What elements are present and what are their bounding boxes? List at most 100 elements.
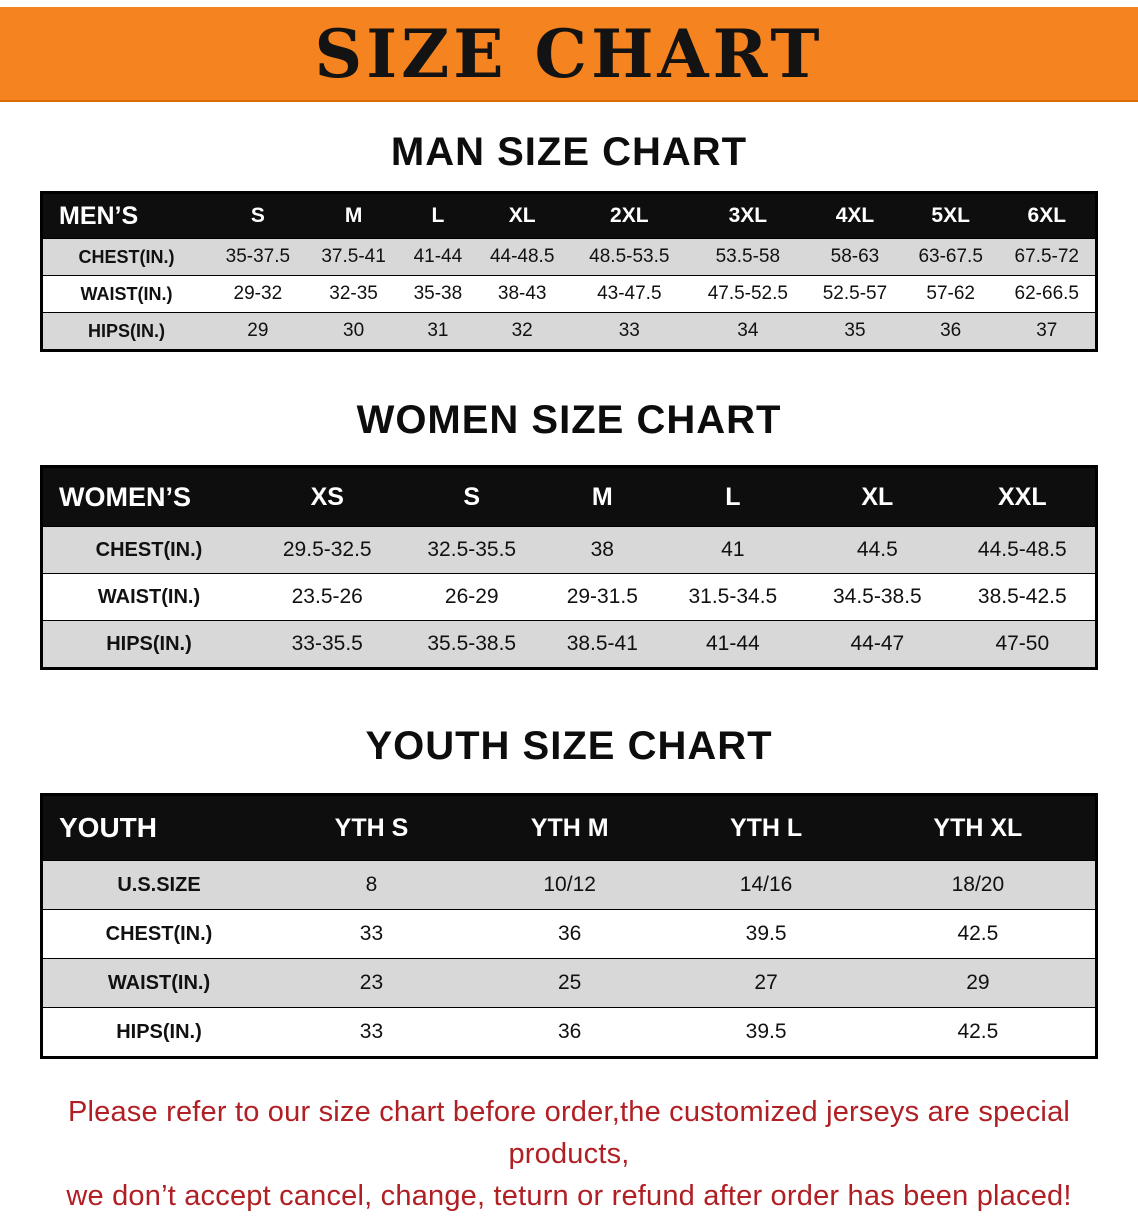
value-cell: 10/12: [467, 860, 672, 910]
value-cell: 23: [275, 958, 468, 1008]
value-cell: 63-67.5: [902, 238, 999, 276]
value-cell: 38.5-41: [544, 620, 661, 669]
value-cell: 57-62: [902, 275, 999, 313]
value-cell: 36: [467, 909, 672, 959]
value-cell: 29-31.5: [544, 573, 661, 621]
value-cell: 67.5-72: [998, 238, 1097, 276]
value-cell: 32.5-35.5: [399, 526, 544, 574]
table-corner-label: WOMEN’S: [41, 466, 255, 527]
value-cell: 44-47: [805, 620, 950, 669]
size-column-header: YTH XL: [860, 794, 1097, 861]
value-cell: 14/16: [671, 860, 861, 910]
header-row: YOUTH YTH S YTH M YTH L YTH XL: [41, 794, 1097, 861]
value-cell: 33: [275, 909, 468, 959]
value-cell: 53.5-58: [688, 238, 808, 276]
measurement-row: WAIST(IN.) 23.5-26 26-29 29-31.5 31.5-34.5 34…: [41, 573, 1097, 621]
value-cell: 44.5-48.5: [949, 526, 1097, 574]
size-column-header: XL: [805, 466, 950, 527]
size-column-header: S: [210, 192, 306, 239]
youth-size-table: YOUTH YTH S YTH M YTH L YTH XL U.S.SIZE 8 10/12…: [40, 793, 1098, 1059]
size-column-header: YTH S: [275, 794, 468, 861]
value-cell: 39.5: [671, 909, 861, 959]
value-cell: 41: [660, 526, 806, 574]
value-cell: 47.5-52.5: [688, 275, 808, 313]
table-corner-label: YOUTH: [41, 794, 275, 861]
size-column-header: L: [660, 466, 806, 527]
header-row: WOMEN’S XS S M L XL XXL: [41, 466, 1097, 527]
value-cell: 58-63: [807, 238, 903, 276]
row-label: CHEST(IN.): [41, 238, 210, 276]
value-cell: 29.5-32.5: [255, 526, 400, 574]
women-section-heading: WOMEN SIZE CHART: [356, 398, 782, 442]
value-cell: 34.5-38.5: [805, 573, 950, 621]
size-column-header: 4XL: [807, 192, 903, 239]
value-cell: 29: [210, 312, 306, 351]
value-cell: 23.5-26: [255, 573, 400, 621]
value-cell: 38.5-42.5: [949, 573, 1097, 621]
measurement-row: WAIST(IN.) 29-32 32-35 35-38 38-43 43-47.5 47.…: [41, 275, 1097, 313]
value-cell: 35-37.5: [210, 238, 306, 276]
youth-section-heading: YOUTH SIZE CHART: [365, 724, 773, 768]
row-label: CHEST(IN.): [41, 526, 255, 574]
value-cell: 36: [467, 1007, 672, 1058]
size-column-header: S: [399, 466, 544, 527]
value-cell: 37: [998, 312, 1097, 351]
measurement-row: CHEST(IN.) 29.5-32.5 32.5-35.5 38 41 44.5 44.5…: [41, 526, 1097, 574]
size-column-header: 5XL: [902, 192, 999, 239]
value-cell: 36: [902, 312, 999, 351]
value-cell: 52.5-57: [807, 275, 903, 313]
value-cell: 32-35: [305, 275, 402, 313]
value-cell: 37.5-41: [305, 238, 402, 276]
value-cell: 26-29: [399, 573, 544, 621]
row-label: HIPS(IN.): [41, 1007, 275, 1058]
value-cell: 48.5-53.5: [570, 238, 689, 276]
size-column-header: M: [544, 466, 661, 527]
value-cell: 34: [688, 312, 808, 351]
banner-title: SIZE CHART: [314, 14, 824, 93]
row-label: U.S.SIZE: [41, 860, 275, 910]
value-cell: 32: [474, 312, 571, 351]
value-cell: 43-47.5: [570, 275, 689, 313]
row-label: HIPS(IN.): [41, 620, 255, 669]
measurement-row: CHEST(IN.) 35-37.5 37.5-41 41-44 44-48.5 48.5…: [41, 238, 1097, 276]
disclaimer-line-2: we don’t accept cancel, change, teturn o…: [66, 1180, 1072, 1213]
size-column-header: YTH M: [467, 794, 672, 861]
disclaimer-line-1: Please refer to our size chart before or…: [67, 1096, 1071, 1171]
women-size-table: WOMEN’S XS S M L XL XXL CHEST(IN.) 29.5-32.5 32.5…: [40, 465, 1098, 670]
value-cell: 31: [401, 312, 475, 351]
size-column-header: 2XL: [570, 192, 689, 239]
value-cell: 35-38: [401, 275, 475, 313]
size-column-header: XXL: [949, 466, 1097, 527]
value-cell: 44.5: [805, 526, 950, 574]
size-column-header: XS: [255, 466, 400, 527]
value-cell: 33: [570, 312, 689, 351]
value-cell: 31.5-34.5: [660, 573, 806, 621]
value-cell: 30: [305, 312, 402, 351]
value-cell: 42.5: [860, 909, 1097, 959]
men-size-table: MEN’S S M L XL 2XL 3XL 4XL 5XL 6XL CHEST(IN.) 35-37…: [40, 191, 1098, 352]
size-column-header: L: [401, 192, 475, 239]
table-corner-label: MEN’S: [41, 192, 210, 239]
measurement-row: U.S.SIZE 8 10/12 14/16 18/20: [41, 860, 1097, 910]
row-label: HIPS(IN.): [41, 312, 210, 351]
row-label: WAIST(IN.): [41, 573, 255, 621]
size-column-header: M: [305, 192, 402, 239]
size-column-header: 6XL: [998, 192, 1097, 239]
value-cell: 38-43: [474, 275, 571, 313]
value-cell: 18/20: [860, 860, 1097, 910]
value-cell: 41-44: [401, 238, 475, 276]
size-column-header: XL: [474, 192, 571, 239]
value-cell: 41-44: [660, 620, 806, 669]
header-row: MEN’S S M L XL 2XL 3XL 4XL 5XL 6XL: [41, 192, 1097, 239]
value-cell: 47-50: [949, 620, 1097, 669]
value-cell: 38: [544, 526, 661, 574]
value-cell: 35: [807, 312, 903, 351]
measurement-row: HIPS(IN.) 33 36 39.5 42.5: [41, 1007, 1097, 1058]
men-section-heading: MAN SIZE CHART: [390, 130, 748, 174]
value-cell: 39.5: [671, 1007, 861, 1058]
value-cell: 8: [275, 860, 468, 910]
value-cell: 27: [671, 958, 861, 1008]
size-column-header: 3XL: [688, 192, 808, 239]
value-cell: 42.5: [860, 1007, 1097, 1058]
value-cell: 25: [467, 958, 672, 1008]
